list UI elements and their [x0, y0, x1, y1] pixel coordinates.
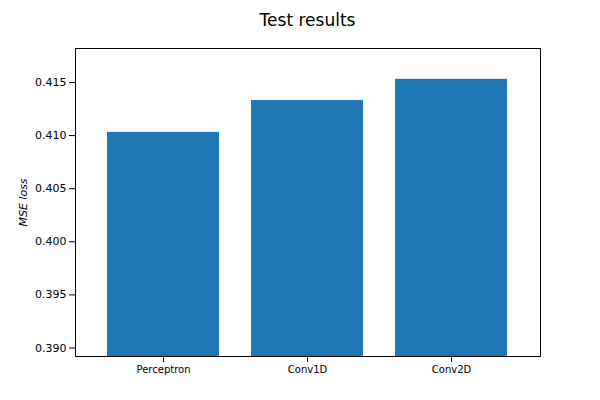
- svg-text:0.390: 0.390: [35, 342, 67, 355]
- svg-text:0.400: 0.400: [35, 235, 67, 248]
- svg-text:0.395: 0.395: [35, 288, 67, 301]
- svg-text:MSE loss: MSE loss: [17, 178, 30, 226]
- svg-text:0.410: 0.410: [35, 129, 67, 142]
- svg-text:Conv1D: Conv1D: [288, 364, 328, 375]
- svg-text:Perceptron: Perceptron: [137, 364, 191, 375]
- html-text:Test results: Test results: [259, 10, 356, 30]
- svg-text:0.415: 0.415: [35, 76, 67, 89]
- svg-text:Conv2D: Conv2D: [432, 364, 472, 375]
- svg-text:0.405: 0.405: [35, 182, 67, 195]
